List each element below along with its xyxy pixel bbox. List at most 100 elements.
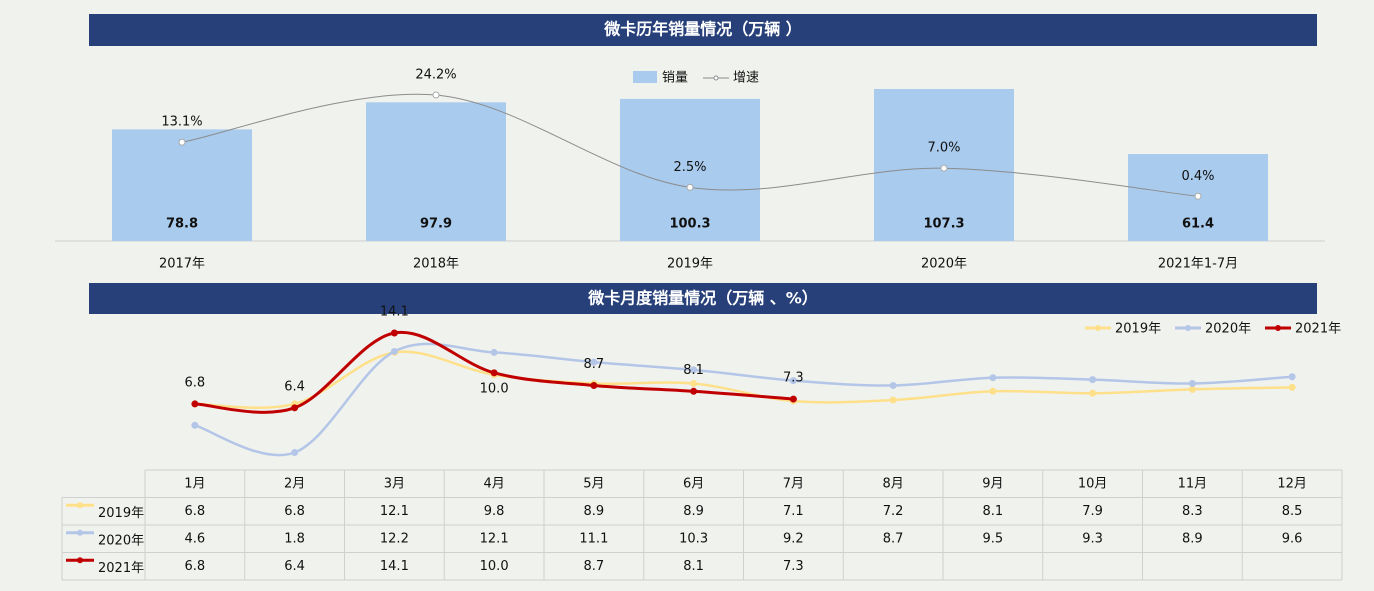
point — [590, 381, 598, 389]
x-tick-label: 2019年 — [667, 257, 713, 272]
table-header: 6月 — [683, 476, 704, 491]
bar-label: 107.3 — [923, 217, 964, 232]
point — [940, 164, 948, 172]
table-cell: 8.9 — [683, 504, 704, 519]
point — [590, 358, 598, 366]
point — [1288, 373, 1296, 381]
table-cell: 10.3 — [679, 531, 708, 546]
data-label: 8.7 — [584, 357, 605, 372]
point — [490, 369, 498, 377]
point — [989, 387, 997, 395]
bar — [620, 98, 760, 241]
table-cell: 9.8 — [484, 504, 505, 519]
table-cell: 8.3 — [1182, 504, 1203, 519]
table-cell: 8.1 — [683, 559, 704, 574]
table-cell: 8.5 — [1282, 504, 1303, 519]
point — [789, 395, 797, 403]
table-cell: 7.1 — [783, 504, 804, 519]
table-header: 8月 — [882, 476, 903, 491]
table-header: 7月 — [783, 476, 804, 491]
legend-label: 销量 — [662, 71, 688, 86]
table-cell: 8.1 — [983, 504, 1004, 519]
x-tick-label: 2020年 — [921, 257, 967, 272]
chart-title: 微卡历年销量情况（万辆 ） — [603, 20, 802, 39]
table-cell: 6.4 — [284, 559, 305, 574]
bar-label: 97.9 — [420, 217, 452, 232]
point — [390, 347, 398, 355]
title-bar — [89, 283, 1317, 314]
table-header: 1月 — [184, 476, 205, 491]
table-header: 9月 — [982, 476, 1003, 491]
bar-label: 100.3 — [669, 217, 710, 232]
point — [690, 366, 698, 374]
bar-label: 61.4 — [1182, 217, 1214, 232]
bar-label: 78.8 — [166, 217, 198, 232]
point — [1288, 383, 1296, 391]
table-header: 10月 — [1078, 476, 1108, 491]
table-header: 3月 — [384, 476, 405, 491]
bar — [112, 129, 252, 241]
legend-dot — [1095, 325, 1101, 331]
point — [1188, 380, 1196, 388]
point — [390, 329, 398, 337]
table-cell: 9.2 — [783, 531, 804, 546]
table-header: 4月 — [483, 476, 504, 491]
table-cell: 9.5 — [983, 531, 1004, 546]
table-cell: 9.3 — [1082, 531, 1103, 546]
legend-label: 2021年 — [1295, 322, 1341, 337]
table-cell: 6.8 — [185, 504, 206, 519]
table-header: 12月 — [1277, 476, 1307, 491]
legend-dot — [1275, 325, 1281, 331]
point — [291, 449, 299, 457]
data-label: 0.4% — [1181, 169, 1214, 184]
legend-swatch — [633, 71, 657, 83]
x-tick-label: 2017年 — [159, 257, 205, 272]
table-cell: 8.7 — [584, 559, 605, 574]
table-cell: 12.1 — [380, 504, 409, 519]
legend-dot — [713, 75, 719, 81]
point — [1089, 389, 1097, 397]
table-cell: 1.8 — [284, 531, 305, 546]
table-cell: 8.9 — [1182, 531, 1203, 546]
table-cell: 8.7 — [883, 531, 904, 546]
table-cell: 8.9 — [584, 504, 605, 519]
x-tick-label: 2021年1-7月 — [1158, 257, 1238, 272]
row-key-dot — [77, 502, 83, 509]
point — [291, 404, 299, 412]
chart-title: 微卡月度销量情况（万辆 、%） — [587, 289, 818, 308]
legend-dot — [1185, 325, 1191, 331]
point — [191, 400, 199, 408]
table-header: 2月 — [284, 476, 305, 491]
table-header: 5月 — [583, 476, 604, 491]
row-label: 2020年 — [98, 533, 144, 548]
row-key-dot — [77, 557, 83, 564]
data-label: 13.1% — [161, 115, 202, 130]
point — [690, 387, 698, 395]
point — [690, 380, 698, 388]
legend-label: 2019年 — [1115, 322, 1161, 337]
point — [989, 374, 997, 382]
point — [432, 91, 440, 99]
table-cell: 12.1 — [480, 531, 509, 546]
point — [889, 381, 897, 389]
row-label: 2021年 — [98, 561, 144, 576]
point — [889, 396, 897, 404]
table-cell: 6.8 — [284, 504, 305, 519]
table-cell: 6.8 — [185, 559, 206, 574]
point — [1194, 192, 1202, 200]
point — [686, 183, 694, 191]
data-label: 8.1 — [683, 363, 704, 378]
point — [490, 348, 498, 356]
data-label: 6.8 — [185, 375, 206, 390]
table-cell: 12.2 — [380, 531, 409, 546]
table-cell: 11.1 — [579, 531, 608, 546]
point — [178, 138, 186, 146]
point — [1188, 385, 1196, 393]
point — [789, 377, 797, 385]
table-cell: 7.3 — [783, 559, 804, 574]
data-label: 14.1 — [380, 305, 409, 320]
table-cell: 7.2 — [883, 504, 904, 519]
table-cell: 10.0 — [480, 559, 509, 574]
table-cell: 14.1 — [380, 559, 409, 574]
